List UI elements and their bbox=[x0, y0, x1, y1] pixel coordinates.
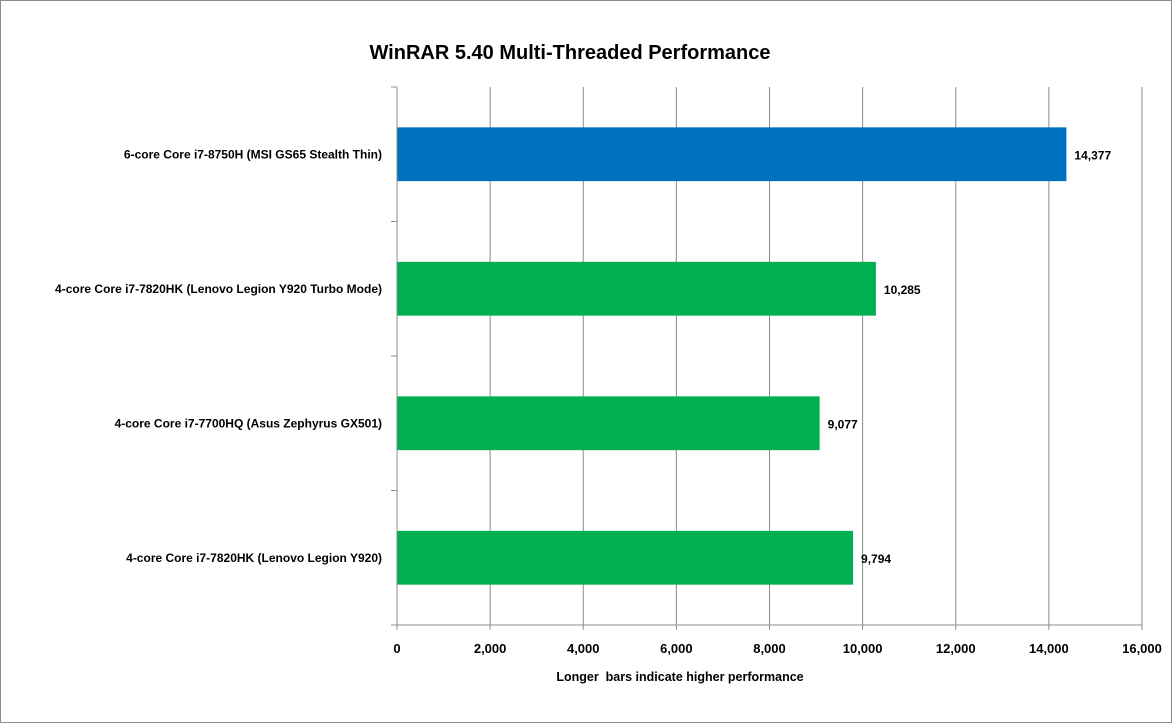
category-label: 4-core Core i7-7820HK (Lenovo Legion Y92… bbox=[126, 551, 382, 565]
x-tick-label: 2,000 bbox=[474, 641, 507, 656]
x-tick-label: 6,000 bbox=[660, 641, 693, 656]
bar bbox=[397, 127, 1067, 182]
x-tick-label: 8,000 bbox=[753, 641, 786, 656]
bar bbox=[397, 530, 854, 585]
data-label: 14,377 bbox=[1074, 148, 1111, 162]
x-tick-label: 12,000 bbox=[936, 641, 976, 656]
data-label: 10,285 bbox=[884, 283, 921, 297]
chart-title: WinRAR 5.40 Multi-Threaded Performance bbox=[369, 42, 770, 64]
bar bbox=[397, 261, 876, 316]
bar bbox=[397, 396, 820, 451]
x-tick-label: 10,000 bbox=[843, 641, 883, 656]
category-label: 6-core Core i7-8750H (MSI GS65 Stealth T… bbox=[124, 147, 382, 161]
x-tick-label: 4,000 bbox=[567, 641, 600, 656]
labels: 0 2,000 4,000 6,000 8,000 10,000 12,000 14,000 1… bbox=[55, 147, 1162, 656]
x-axis-label: Longer bars indicate higher performance bbox=[556, 670, 803, 684]
data-label: 9,794 bbox=[861, 552, 891, 566]
x-tick-label: 0 bbox=[393, 641, 400, 656]
x-tick-label: 14,000 bbox=[1029, 641, 1069, 656]
data-label: 9,077 bbox=[828, 417, 858, 431]
category-label: 4-core Core i7-7700HQ (Asus Zephyrus GX5… bbox=[115, 416, 382, 430]
category-label: 4-core Core i7-7820HK (Lenovo Legion Y92… bbox=[55, 282, 382, 296]
bars bbox=[397, 127, 1067, 585]
x-tick-label: 16,000 bbox=[1122, 641, 1162, 656]
axes bbox=[391, 86, 1143, 630]
